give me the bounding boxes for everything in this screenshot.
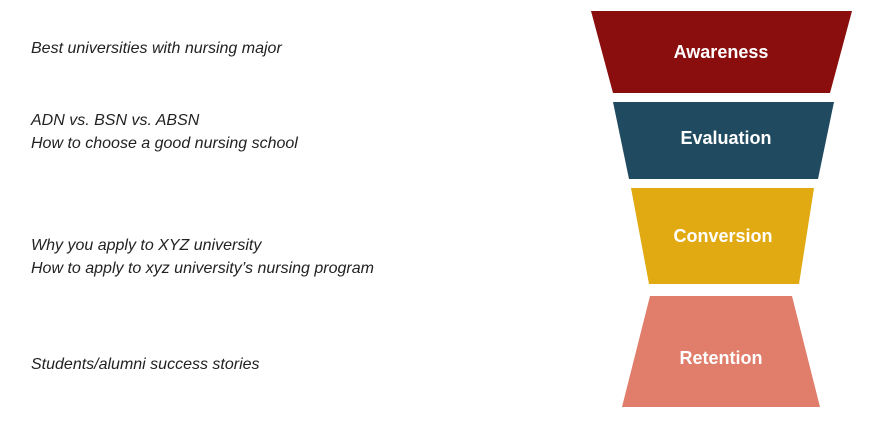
evaluation-shape	[613, 102, 834, 179]
note-line: ADN vs. BSN vs. ABSN	[31, 112, 200, 129]
note-line: Best universities with nursing major	[31, 40, 282, 57]
funnel-stage-evaluation: Evaluation	[613, 102, 834, 179]
funnel-stage-conversion: Conversion	[631, 188, 814, 284]
conversion-shape	[631, 188, 814, 284]
note-line: Students/alumni success stories	[31, 356, 260, 373]
funnel-stage-awareness: Awareness	[591, 11, 852, 93]
note-line: How to apply to xyz university’s nursing…	[31, 260, 374, 277]
awareness-shape	[591, 11, 852, 93]
note-line: Why you apply to XYZ university	[31, 237, 262, 254]
retention-notes: Students/alumni success stories	[31, 353, 260, 376]
funnel-stage-retention: Retention	[622, 296, 820, 407]
stage-notes: Best universities with nursing major ADN…	[31, 37, 374, 376]
conversion-notes: Why you apply to XYZ university How to a…	[31, 234, 374, 280]
retention-label: Retention	[680, 348, 763, 368]
awareness-notes: Best universities with nursing major	[31, 37, 282, 60]
awareness-label: Awareness	[674, 42, 769, 62]
conversion-label: Conversion	[673, 226, 772, 246]
retention-shape	[622, 296, 820, 407]
note-line: How to choose a good nursing school	[31, 135, 298, 152]
evaluation-label: Evaluation	[680, 128, 771, 148]
evaluation-notes: ADN vs. BSN vs. ABSN How to choose a goo…	[31, 109, 298, 155]
